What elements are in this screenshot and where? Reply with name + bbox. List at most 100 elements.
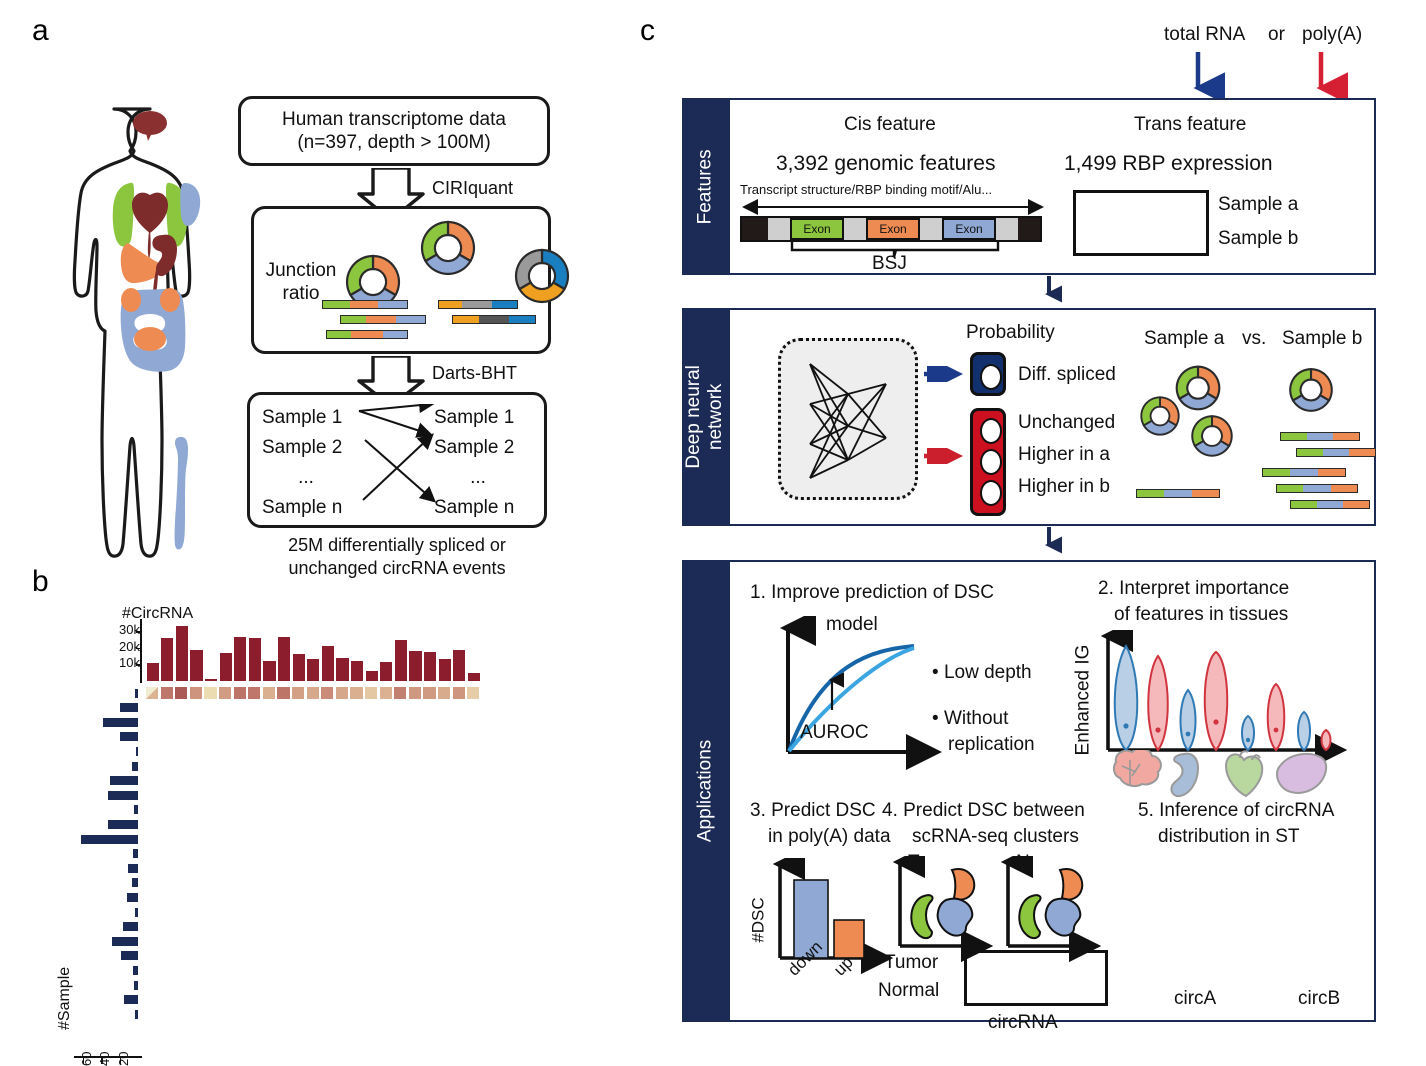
- app4-title-line1: 4. Predict DSC between: [882, 800, 1085, 821]
- left-bar: [121, 951, 138, 961]
- top-bar: [146, 662, 159, 681]
- prob-node-higher-a: [980, 449, 1002, 475]
- organ-liver: [120, 243, 163, 283]
- arrow1-label: CIRIquant: [432, 178, 514, 198]
- app2-ylabel-wrap: Enhanced IG: [1072, 644, 1094, 756]
- organ-scapula: [180, 183, 201, 226]
- organ-lung-left: [112, 182, 134, 247]
- top-chart-title: #CircRNA: [122, 605, 194, 622]
- matrix-cell-events: [467, 687, 480, 700]
- stage-label-features: Features: [682, 98, 728, 275]
- organ-bladder: [134, 327, 166, 351]
- stage-features-box: [728, 98, 1376, 275]
- reads-bar-b-5: [1290, 500, 1370, 509]
- out-higher-a-label: Higher in a: [1018, 444, 1110, 465]
- junction-segbar-5: [452, 315, 536, 324]
- sample-left-2: Sample 2: [262, 437, 343, 458]
- left-bar: [120, 703, 138, 713]
- matrix-cell-events: [350, 687, 363, 700]
- probability-label: Probability: [966, 322, 1055, 343]
- top-bar: [307, 658, 320, 681]
- junction-segbar-4: [438, 300, 518, 309]
- left-bar: [135, 1009, 138, 1019]
- sample-left-1: Sample 1: [262, 407, 343, 428]
- panel-letter-c: c: [640, 14, 655, 47]
- stomach-icon: [1170, 752, 1200, 798]
- left-bar: [133, 849, 138, 859]
- left-bar: [136, 747, 138, 756]
- organ-heart: [132, 192, 168, 233]
- bsj-bracket: [790, 241, 1000, 258]
- top-bar: [394, 640, 407, 681]
- matrix-cell-diagonal: [146, 687, 159, 700]
- matrix-cell-events: [394, 687, 407, 700]
- left-chart-title: #Sample: [56, 966, 73, 1030]
- organ-femur: [174, 436, 188, 550]
- app4-row-normal: Normal: [878, 980, 940, 1001]
- app4-tumor-normal-grid: [964, 950, 1108, 1006]
- app3-bar-up: [833, 919, 865, 959]
- donut-1: [345, 254, 401, 306]
- compare-vs: vs.: [1242, 328, 1267, 349]
- left-bar: [124, 995, 138, 1005]
- sample-left-n: Sample n: [262, 497, 343, 518]
- app1-bullet-2b: replication: [948, 734, 1035, 755]
- out-higher-b-label: Higher in b: [1018, 476, 1110, 497]
- panel-b: b #CircRNA 10k 20k 30k 60 40 20 #Sample: [0, 565, 680, 1066]
- left-bar: [110, 776, 138, 786]
- sample-left-ellipsis: ...: [298, 467, 314, 488]
- top-bar: [161, 637, 174, 681]
- matrix-cell-events: [262, 687, 275, 700]
- top-bar: [234, 637, 247, 681]
- sample-right-n: Sample n: [434, 497, 515, 518]
- intron-1: [768, 218, 790, 240]
- donut-3: [514, 248, 570, 303]
- left-bar: [127, 863, 138, 873]
- matrix-cell-events: [204, 687, 217, 700]
- organ-brain: [133, 111, 167, 135]
- reads-bar-b-3: [1262, 468, 1346, 477]
- stage-label-dnn: Deep neural network: [682, 308, 728, 526]
- left-bar: [133, 966, 138, 975]
- top-bar: [438, 659, 451, 681]
- matrix-cell-events: [277, 687, 290, 700]
- sample-right-1: Sample 1: [434, 407, 515, 428]
- matrix-cell-events: [306, 687, 319, 700]
- matrix-cell-events: [292, 687, 305, 700]
- junction-segbar-3: [326, 330, 408, 339]
- top-bar: [321, 646, 334, 681]
- matrix-cell-events: [175, 687, 188, 700]
- box1-line2: (n=397, depth > 100M): [297, 132, 491, 153]
- st-pattern-circa: [1144, 856, 1274, 988]
- top-bar: [263, 661, 276, 681]
- app4-scatter-normal: [1000, 856, 1102, 963]
- matrix-cell-events: [189, 687, 202, 700]
- intron-3: [920, 218, 942, 240]
- exon-2: Exon: [866, 218, 920, 240]
- top-bar: [380, 661, 393, 681]
- matrix-cell-events: [160, 687, 173, 700]
- out-diff-spliced-label: Diff. spliced: [1018, 364, 1116, 385]
- app2-title-line1: 2. Interpret importance: [1098, 578, 1290, 599]
- app4-row-tumor: Tumor: [884, 952, 939, 973]
- app4-caption: circRNA: [988, 1012, 1058, 1033]
- top-bar: [409, 651, 422, 681]
- top-bar: [205, 678, 218, 681]
- rbp-sample-b-label: Sample b: [1218, 228, 1299, 249]
- app1-bullet-1: • Low depth: [932, 662, 1032, 683]
- compare-sample-b: Sample b: [1282, 328, 1363, 349]
- junction-donut-group: [345, 220, 570, 306]
- top-bar: [278, 637, 291, 681]
- matrix-cell-events: [452, 687, 465, 700]
- input-arrows: [1193, 52, 1348, 104]
- input-total-rna: total RNA: [1164, 24, 1246, 45]
- top-bar: [424, 652, 437, 681]
- panel-a-caption: 25M differentially spliced or unchanged …: [288, 535, 506, 578]
- stage-label-applications: Applications: [682, 560, 728, 1022]
- left-bar: [135, 907, 138, 917]
- intron-2: [844, 218, 866, 240]
- left-chart-xtick: 20: [115, 1051, 131, 1066]
- app5-title-line2: distribution in ST: [1158, 826, 1300, 847]
- organ-stomach: [152, 234, 177, 277]
- intron-4: [996, 218, 1018, 240]
